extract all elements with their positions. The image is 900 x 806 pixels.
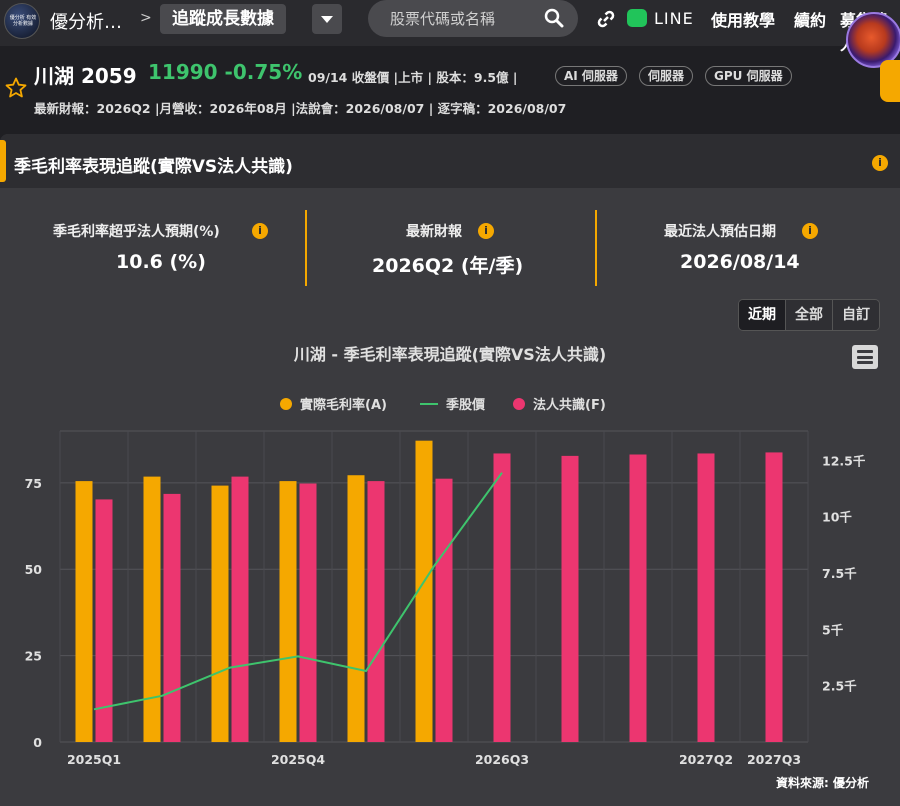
logo[interactable]: 優分析 有效分析數據 [4, 3, 40, 39]
logo-text: 優分析 有效分析數據 [9, 15, 37, 27]
nav-renew[interactable]: 續約 [794, 11, 827, 30]
stat-divider [595, 210, 597, 286]
x-tick-label: 2027Q3 [747, 752, 801, 767]
stat-divider [305, 210, 307, 286]
top-nav: 優分析 有效分析數據 優分析… > 追蹤成長數據 LINE 使用教學 續約 募集… [0, 0, 900, 54]
legend-label-actual: 實際毛利率(A) [300, 398, 387, 413]
stock-meta: 09/14 收盤價 |上市 | 股本：9.5億 | [308, 70, 518, 85]
bar-consensus [163, 493, 181, 742]
bar-actual [211, 485, 229, 742]
legend-item-actual[interactable]: 實際毛利率(A) [280, 394, 387, 413]
bar-consensus [95, 499, 113, 742]
breadcrumb-current[interactable]: 追蹤成長數據 [160, 4, 286, 34]
line-price [93, 472, 503, 711]
y-right-tick-label: 7.5千 [822, 566, 857, 581]
x-tick-label: 2027Q2 [679, 752, 733, 767]
range-all-button[interactable]: 全部 [786, 300, 833, 330]
tag-gpu-server[interactable]: GPU 伺服器 [705, 66, 792, 86]
line-link[interactable]: LINE [654, 9, 694, 28]
y-right-tick-label: 5千 [822, 622, 844, 637]
nav-tutorial[interactable]: 使用教學 [711, 11, 776, 30]
x-tick-label: 2026Q3 [475, 752, 529, 767]
bar-actual [415, 440, 433, 742]
stat-value-beat: 10.6 (%) [116, 251, 206, 273]
chevron-down-icon[interactable] [312, 4, 342, 34]
breadcrumb-separator: > [140, 10, 152, 26]
info-icon[interactable]: i [478, 223, 494, 239]
legend-item-price[interactable]: 季股價 [420, 394, 485, 413]
legend-label-price: 季股價 [446, 398, 486, 413]
side-tab[interactable] [880, 60, 900, 102]
info-icon[interactable]: i [802, 223, 818, 239]
legend-swatch-actual [280, 397, 292, 410]
stock-report-dates: 最新財報：2026Q2 |月營收：2026年08月 |法說會：2026/08/0… [34, 101, 567, 116]
search-box[interactable] [368, 0, 578, 37]
stat-value-estimate-date: 2026/08/14 [680, 251, 800, 273]
stock-price: 11990 -0.75% [148, 60, 303, 84]
bar-consensus [629, 454, 647, 742]
y-left-tick-label: 25 [25, 649, 42, 664]
bar-consensus [697, 453, 715, 742]
bar-consensus [435, 478, 453, 742]
info-icon[interactable]: i [252, 223, 268, 239]
info-icon[interactable]: i [872, 155, 888, 171]
bar-actual [75, 481, 93, 742]
search-icon[interactable] [544, 8, 564, 28]
y-left-tick-label: 75 [25, 476, 42, 491]
stat-label-estimate-date: 最近法人預估日期 [664, 224, 776, 240]
y-left-tick-label: 50 [25, 562, 43, 577]
bar-consensus [493, 453, 511, 742]
chart-title: 川湖 - 季毛利率表現追蹤(實際VS法人共識) [293, 345, 607, 364]
chart-plot: 0 25 50 75 2.5千 5千 7.5千 10千 12.5千 2025Q1 2025Q4 202… [25, 430, 866, 767]
bar-actual [347, 475, 365, 742]
bar-actual [143, 476, 161, 742]
stat-label-beat: 季毛利率超乎法人預期(%) [53, 224, 220, 240]
bar-consensus [231, 476, 249, 742]
bar-consensus [299, 483, 317, 742]
tag-server[interactable]: 伺服器 [639, 66, 694, 86]
legend-swatch-price [420, 402, 438, 405]
avatar[interactable] [846, 12, 900, 68]
stock-name: 川湖 2059 [34, 64, 137, 88]
y-right-tick-label: 10千 [822, 510, 852, 525]
x-tick-label: 2025Q1 [67, 752, 121, 767]
menu-icon[interactable] [852, 345, 878, 369]
legend-label-consensus: 法人共識(F) [533, 398, 606, 413]
range-recent-button[interactable]: 近期 [739, 300, 786, 330]
range-custom-button[interactable]: 自訂 [833, 300, 879, 330]
legend-swatch-consensus [513, 397, 525, 410]
stat-value-report: 2026Q2 (年/季) [372, 255, 524, 277]
y-left-tick-label: 0 [33, 735, 42, 750]
search-input[interactable] [390, 8, 540, 30]
line-app-icon[interactable] [627, 9, 647, 27]
panel-title: 季毛利率表現追蹤(實際VS法人共識) [14, 157, 293, 177]
data-source-credit: 資料來源: 優分析 [776, 776, 869, 790]
x-tick-label: 2025Q4 [271, 752, 325, 767]
bar-consensus [561, 455, 579, 742]
link-icon[interactable] [596, 9, 616, 29]
panel-header [0, 134, 900, 188]
y-right-tick-label: 12.5千 [822, 453, 866, 468]
brand-title[interactable]: 優分析… [50, 12, 122, 33]
bar-actual [279, 481, 297, 742]
bar-consensus [367, 481, 385, 742]
range-selector: 近期 全部 自訂 [738, 299, 880, 331]
bar-consensus [765, 452, 783, 742]
chart-legend: 實際毛利率(A) 季股價 法人共識(F) [0, 394, 900, 413]
legend-item-consensus[interactable]: 法人共識(F) [513, 394, 606, 413]
panel-accent [0, 140, 6, 182]
y-right-tick-label: 2.5千 [822, 679, 857, 694]
tag-ai-server[interactable]: AI 伺服器 [555, 66, 627, 86]
stat-label-report: 最新財報 [406, 224, 462, 240]
star-icon[interactable] [4, 76, 28, 100]
